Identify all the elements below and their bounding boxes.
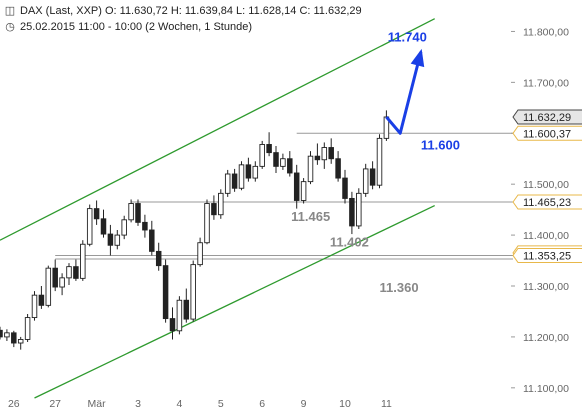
candle-body [45, 267, 52, 306]
candle-body [328, 147, 334, 160]
price-tag-level-2-text: 11.353,25 [523, 250, 571, 262]
annotation-3: 11.402 [330, 234, 369, 249]
candle-body [259, 144, 265, 167]
x-tick-label-7: 9 [301, 398, 307, 410]
candle-body [362, 168, 369, 194]
candle-body [293, 172, 300, 201]
candle-body [31, 294, 38, 319]
candle-body [121, 219, 127, 236]
x-tick-label-5: 5 [218, 398, 224, 410]
y-tick-label-7: 11.800,00 [523, 26, 569, 38]
candle-body [73, 266, 79, 279]
price-tag-last-text: 11.632,29 [523, 112, 571, 124]
y-tick-label-0: 11.100,00 [523, 383, 569, 395]
price-tag-level-0-text: 11.600,37 [523, 128, 571, 140]
candle-body [17, 339, 24, 344]
candle-body [93, 208, 100, 220]
candle-body [66, 266, 72, 279]
candle-body [307, 155, 314, 183]
candle-body [266, 144, 272, 154]
candle-body [142, 221, 148, 231]
candle-body [321, 147, 328, 161]
candle-body [4, 332, 10, 338]
channel-lower-line [34, 204, 435, 399]
candle-body [197, 242, 203, 266]
price-tag-level-0: 11.600,37 [512, 125, 582, 141]
price-tag-level-1-text: 11.465,23 [523, 197, 571, 209]
x-tick-label-3: 3 [135, 398, 141, 410]
candle-body [169, 318, 176, 332]
candle-body [0, 329, 3, 338]
candle-body [314, 155, 321, 161]
x-tick-label-1: 27 [49, 398, 61, 410]
x-tick-label-2: Mär [88, 398, 107, 410]
candle-body [100, 218, 107, 235]
candle-body [287, 158, 293, 174]
chart-header-line-2: ◷ 25.02.2015 11:00 - 10:00 (2 Wochen, 1 S… [4, 20, 252, 33]
candle-body [376, 137, 383, 186]
candle-body [135, 203, 141, 223]
y-tick-label-1: 11.200,00 [523, 332, 569, 344]
candle-body [107, 233, 114, 246]
forecast-arrow-head-icon [410, 48, 425, 68]
candle-body [155, 250, 162, 267]
candle-body [335, 158, 341, 179]
x-tick-label-9: 11 [381, 398, 392, 410]
y-tick-label-3: 11.400,00 [523, 230, 569, 242]
candle-body [183, 299, 190, 320]
candlestick-icon: ◫ [4, 5, 16, 17]
candle-body [231, 173, 238, 189]
candle-body [224, 173, 231, 194]
candle-body [238, 164, 245, 189]
candle-body [176, 299, 183, 332]
candle-body [245, 164, 252, 179]
channel-upper-line [0, 18, 435, 241]
x-tick-label-0: 26 [8, 398, 20, 410]
y-tick-label-6: 11.700,00 [523, 77, 569, 89]
candle-body [349, 197, 355, 227]
chart-period: 25.02.2015 11:00 - 10:00 (2 Wochen, 1 St… [20, 21, 252, 33]
candle-body [128, 203, 134, 221]
candle-body [280, 158, 286, 167]
annotation-4: 11.360 [380, 280, 419, 295]
clock-icon: ◷ [5, 21, 15, 33]
candle-body [149, 229, 155, 252]
candle-body [211, 203, 217, 216]
annotation-0: 11.740 [388, 30, 427, 45]
candle-body [162, 265, 169, 320]
candle-body [11, 332, 17, 344]
candle-body [38, 294, 45, 306]
y-tick-label-2: 11.300,00 [523, 281, 569, 293]
candle-body [252, 165, 259, 179]
instrument-quote: DAX (Last, XXP) O: 11.630,72 H: 11.639,8… [20, 5, 362, 17]
candle-body [24, 317, 31, 340]
candle-body [59, 277, 65, 288]
annotation-2: 11.465 [291, 209, 330, 224]
annotation-1: 11.600 [421, 138, 460, 153]
candle-body [342, 177, 348, 199]
forecast-arrow-line [385, 51, 423, 135]
x-tick-label-6: 6 [259, 398, 265, 410]
x-tick-label-4: 4 [176, 398, 182, 410]
candle-body [114, 234, 121, 246]
candle-body [86, 208, 93, 245]
candle-body [300, 181, 307, 201]
candle-body [369, 168, 376, 186]
chart-header-line-1: ◫ DAX (Last, XXP) O: 11.630,72 H: 11.639,… [4, 4, 362, 17]
price-tag-last: 11.632,29 [512, 109, 582, 125]
candle-body [52, 267, 58, 288]
x-tick-label-8: 10 [339, 398, 351, 410]
y-tick-label-4: 11.500,00 [523, 179, 569, 191]
candle-body [80, 243, 86, 279]
candle-body [204, 203, 210, 244]
candle-body [273, 152, 279, 167]
price-tag-level-1: 11.465,23 [512, 194, 582, 210]
price-tag-level-2: 11.353,25 [512, 247, 582, 263]
candle-body [356, 192, 362, 227]
candle-body [218, 192, 224, 216]
candle-body [190, 264, 196, 320]
